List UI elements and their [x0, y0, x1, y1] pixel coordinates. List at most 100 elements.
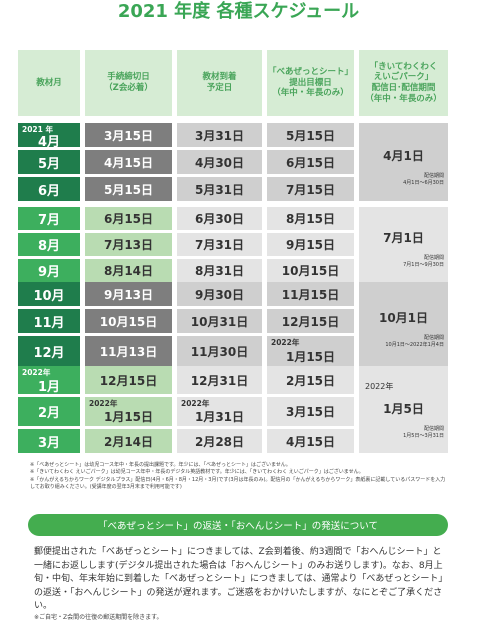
park-cell: 4月1日配信期間 4月1日～6月30日: [359, 123, 448, 201]
body-text: 郵便提出された「べあぜっとシート」につきましては、Z会到着後、約3週間で「おへん…: [34, 547, 443, 611]
table-cell: 5月15日: [85, 177, 172, 201]
table-cell: 9月: [18, 259, 80, 282]
table-cell: 6月: [18, 177, 80, 201]
table-cell: 7月31日: [177, 233, 262, 256]
period: 10月1日～2022年1月4日: [385, 341, 444, 348]
table-cell: 9月15日: [267, 233, 354, 256]
table-cell: 6月15日: [85, 207, 172, 230]
cell-text: 8月31日: [194, 264, 245, 278]
table-cell: 12月15日: [85, 366, 172, 394]
cell-text: 10月31日: [190, 314, 249, 329]
table-cell: 10月15日: [267, 259, 354, 282]
header-cell: 教材月: [18, 50, 80, 116]
table-cell: 2022年 1月15日: [85, 397, 172, 426]
table-cell: 3月: [18, 429, 80, 453]
table-cell: 2月28日: [177, 429, 262, 453]
period: 4月1日～6月30日: [403, 179, 444, 186]
cell-text: 2月28日: [194, 434, 245, 449]
table-cell: 7月: [18, 207, 80, 230]
cell-text: 11月13日: [99, 344, 158, 359]
cell-text: 2月14日: [103, 434, 154, 449]
cell-text: 6月30日: [194, 212, 245, 226]
cell-text: 1月15日: [103, 410, 154, 424]
cell-text: 6月: [37, 183, 61, 199]
footnote: ※ご自宅・Z会間の往復の郵送期間を除きます。: [34, 614, 163, 621]
cell-text: 5月15日: [285, 128, 336, 143]
park-cell: 7月1日配信期間 7月1日～9月30日: [359, 207, 448, 282]
period: 7月1日～9月30日: [403, 262, 444, 268]
table-cell: 2月14日: [85, 429, 172, 453]
table-cell: 5月31日: [177, 177, 262, 201]
table-cell: 5月15日: [267, 123, 354, 147]
cell-text: 4月: [37, 134, 61, 150]
year-label: 2022年: [181, 399, 210, 408]
table-cell: 2022年 1月: [18, 366, 80, 395]
cell-text: 9月: [37, 265, 61, 280]
note: ※「きいてわくわく えいごパーク」は幼児コース年中・年長のデジタル英語教材です。…: [30, 469, 364, 476]
note: ※「べあぜっとシート」は幼児コース年中・年長の提出課題です。年少には、「べあぜっ…: [30, 462, 291, 468]
park-cell: 2022年 1月5日配信期間 1月5日～3月31日: [359, 366, 448, 453]
period-label: 配信期間: [423, 255, 444, 261]
period-label: 配信期間: [423, 172, 444, 179]
cell-text: 3月15日: [285, 405, 336, 419]
table-cell: 2月15日: [267, 366, 354, 394]
table-cell: 3月15日: [267, 397, 354, 426]
cell-text: 4月30日: [194, 155, 245, 170]
table-cell: 11月13日: [85, 336, 172, 366]
cell-text: 11月30日: [190, 344, 249, 359]
cell-text: 3月15日: [103, 128, 154, 143]
park-date: 10月1日: [378, 310, 429, 325]
cell-text: 8月15日: [285, 212, 336, 226]
table-cell: 9月13日: [85, 282, 172, 306]
year-label: 2022年: [271, 338, 300, 347]
table-cell: 4月15日: [85, 150, 172, 174]
period-label: 配信期間: [423, 334, 444, 341]
cell-text: 3月31日: [194, 128, 245, 143]
table-cell: 5月: [18, 150, 80, 174]
cell-text: 8月14日: [103, 264, 154, 278]
year-label: 2021 年: [22, 125, 53, 134]
park-date: 4月1日: [383, 148, 424, 163]
cell-text: 12月: [33, 345, 65, 361]
year-label: 2022年: [22, 368, 51, 377]
period-label: 配信期間: [423, 425, 444, 432]
cell-text: 10月: [33, 288, 65, 304]
title: 2021 年度 各種スケジュール: [117, 1, 360, 22]
cell-text: 2月: [37, 406, 61, 421]
park-date: 1月5日: [383, 401, 424, 416]
header-cell: 手続締切日 （Z会必着）: [85, 50, 172, 116]
park-date: 7月1日: [383, 231, 424, 245]
cell-text: 1月: [37, 379, 61, 395]
park-cell: 10月1日配信期間 10月1日～2022年1月4日: [359, 282, 448, 366]
cell-text: 10月15日: [99, 314, 158, 329]
cell-text: 12月15日: [99, 373, 158, 388]
cell-text: 1月31日: [194, 410, 245, 424]
table-cell: 2021 年 4月: [18, 123, 80, 150]
year-label: 2022年: [89, 399, 118, 408]
table-cell: 3月15日: [85, 123, 172, 147]
note: ※「かんがえるちからワーク デジタルプラス」配信日(4月・6月・8月・12月・3…: [30, 476, 446, 490]
table-cell: 6月30日: [177, 207, 262, 230]
table-cell: 2月: [18, 397, 80, 426]
cell-text: 4月15日: [103, 155, 154, 170]
cell-text: 7月: [37, 213, 61, 228]
table-cell: 7月15日: [267, 177, 354, 201]
table-cell: 12月15日: [267, 309, 354, 333]
table-cell: 10月15日: [85, 309, 172, 333]
cell-text: 5月31日: [194, 182, 245, 197]
cell-text: 7月13日: [103, 238, 154, 252]
table-cell: 2022年 1月15日: [267, 336, 354, 366]
table-cell: 10月31日: [177, 309, 262, 333]
table-cell: 2022年 1月31日: [177, 397, 262, 426]
cell-text: 11月: [33, 315, 65, 331]
cell-text: 7月15日: [285, 182, 336, 197]
period: 1月5日～3月31日: [403, 432, 444, 439]
park-year: 2022年: [365, 381, 394, 391]
table-cell: 8月14日: [85, 259, 172, 282]
header-cell: 「べあぜっとシート」 提出目標日 （年中・年長のみ）: [267, 50, 354, 116]
cell-text: 6月15日: [103, 212, 154, 226]
table-cell: 3月31日: [177, 123, 262, 147]
cell-text: 12月15日: [281, 314, 340, 329]
table-cell: 8月31日: [177, 259, 262, 282]
